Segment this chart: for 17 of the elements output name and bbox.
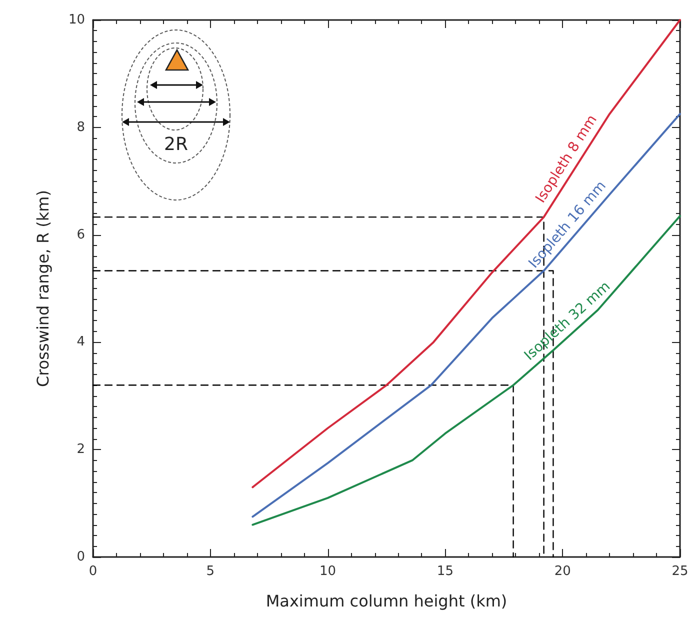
x-axis-title: Maximum column height (km) [266,592,508,610]
line-series [252,19,681,488]
y-tick-label: 4 [76,334,85,350]
y-tick-label: 6 [76,227,85,242]
y-tick-label: 10 [68,12,85,28]
y-axis-title: Crosswind range, R (km) [34,190,52,388]
x-tick-label: 10 [320,564,336,579]
y-tick-label: 8 [76,120,85,135]
x-tick-label: 5 [206,564,215,579]
y-tick-label: 0 [76,550,85,564]
x-tick-label: 25 [672,564,688,579]
x-tick-label: 0 [88,564,98,579]
annotation: 2R [164,134,188,155]
line-series [252,112,681,518]
x-tick-label: 20 [554,564,571,579]
y-tick-label: 2 [76,442,85,458]
x-tick-label: 15 [436,564,454,579]
